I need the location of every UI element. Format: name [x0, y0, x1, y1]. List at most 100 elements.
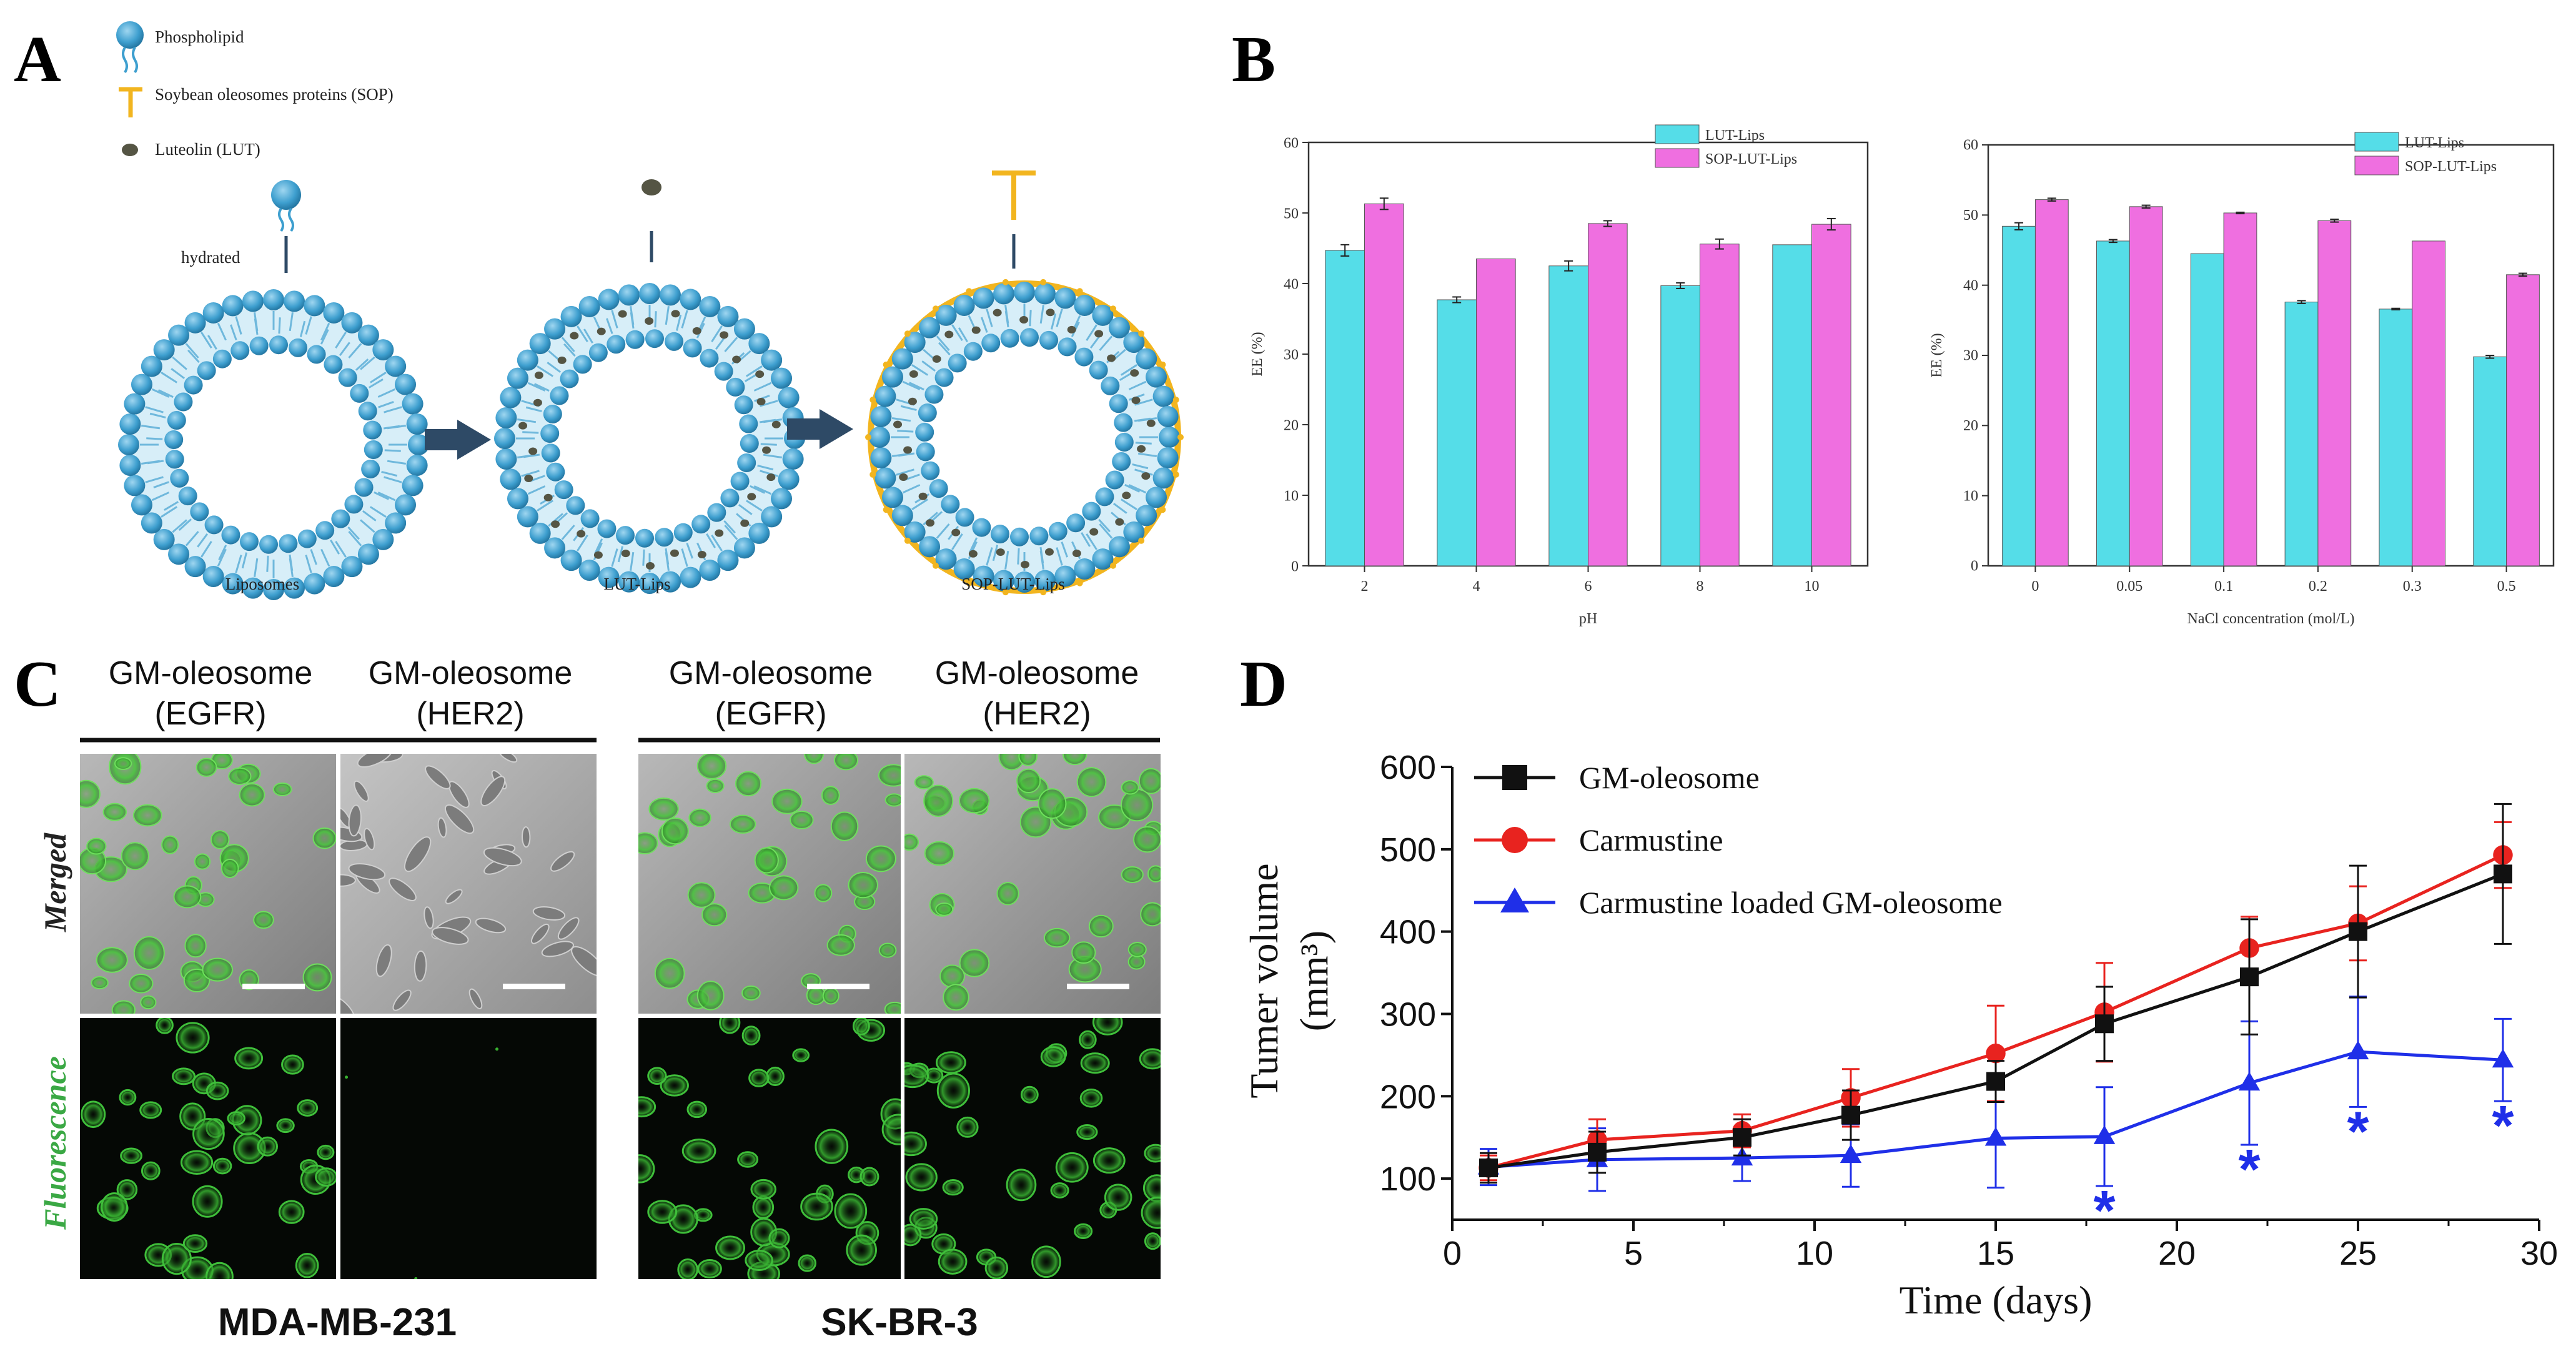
cell — [483, 847, 522, 867]
cell — [348, 804, 362, 837]
cell — [432, 927, 469, 945]
luteolin-dot — [577, 530, 586, 538]
sop-unit — [1172, 471, 1179, 478]
lipid-head — [660, 284, 681, 306]
cell — [943, 984, 969, 1011]
lipid-tail — [711, 325, 723, 343]
lipid-head — [740, 433, 759, 453]
cell — [1121, 780, 1139, 795]
lipid-head — [665, 332, 684, 351]
marker-triangle — [2093, 1125, 2116, 1144]
cell — [1139, 1048, 1161, 1070]
cell — [942, 1179, 964, 1196]
luteolin-dot — [570, 332, 579, 340]
lipid-tail — [145, 406, 164, 413]
cell — [202, 957, 234, 982]
sop-unit — [904, 537, 911, 544]
luteolin-dot — [1044, 548, 1054, 556]
lipid-head — [1152, 385, 1174, 407]
y-tick-label: 10 — [1963, 488, 1978, 504]
bar-sop-lut-lips — [2317, 220, 2352, 566]
lipid-tail — [738, 503, 753, 515]
lipid-head — [364, 440, 383, 459]
lipid-tail — [724, 525, 738, 540]
cell — [1076, 1124, 1098, 1140]
luteolin-dot — [697, 550, 706, 558]
lipid-head — [700, 348, 719, 368]
lipid-tail — [161, 372, 178, 383]
legend-item: Carmustine — [1474, 823, 1723, 857]
lipid-head — [554, 480, 573, 500]
luteolin-dot — [1122, 492, 1131, 500]
lipid-tail — [149, 412, 166, 419]
col-header-4-line2: (HER2) — [983, 696, 1091, 732]
lipid-head — [323, 566, 345, 588]
scale-bar — [807, 984, 869, 989]
lipid-head — [748, 522, 770, 544]
luteolin-dot — [932, 355, 941, 363]
lipid-head — [1108, 317, 1130, 339]
lipid-head — [315, 521, 335, 540]
lipid-head — [543, 404, 562, 423]
lipid-tail — [320, 329, 329, 345]
cell — [111, 1000, 136, 1014]
lipid-head — [204, 515, 224, 535]
lipid-head — [720, 488, 740, 508]
cell — [1133, 826, 1161, 853]
micrograph-r1-c3 — [638, 754, 901, 1014]
cell — [1020, 1085, 1039, 1104]
lipid-tail — [1112, 502, 1127, 514]
y-axis-unit: (mm³) — [1292, 931, 1336, 1031]
lipid-tail — [381, 470, 398, 477]
cell — [297, 1099, 319, 1117]
luteolin-dot — [951, 528, 961, 536]
lipid-head — [167, 410, 186, 430]
sop-icon — [119, 87, 142, 117]
cell — [687, 882, 716, 908]
lipid-head — [1039, 330, 1059, 350]
lipid-head — [197, 361, 216, 380]
cell — [86, 838, 107, 855]
lipid-tail — [339, 342, 350, 357]
lipid-head — [184, 312, 206, 334]
lipid-head — [919, 317, 941, 339]
lipid-tail — [289, 554, 294, 571]
lipid-tail — [665, 305, 670, 325]
luteolin-dot — [893, 420, 903, 428]
cell — [677, 1258, 698, 1279]
lipid-head — [1048, 521, 1068, 541]
lipid-head — [263, 579, 284, 600]
legend-label: SOP-LUT-Lips — [2405, 159, 2497, 175]
lipid-head — [881, 487, 903, 508]
cell — [924, 841, 954, 866]
luteolin-dot — [618, 310, 627, 318]
cell — [1079, 1088, 1103, 1108]
cell — [750, 1179, 776, 1200]
lipid-tail — [1039, 546, 1044, 564]
luteolin-dot — [926, 519, 935, 527]
lipid-head — [598, 289, 620, 310]
lipid-head — [778, 468, 800, 490]
cell — [638, 1154, 655, 1184]
y-tick-label: 60 — [1284, 135, 1299, 151]
lipid-head — [699, 560, 721, 581]
lipid-tail — [141, 425, 161, 430]
bar-lut-lips — [2284, 302, 2319, 566]
luteolin-dot — [534, 371, 543, 379]
cell — [278, 1200, 305, 1224]
cell — [884, 1001, 901, 1014]
luteolin-dot — [771, 420, 781, 428]
cell — [96, 947, 128, 973]
lipid-head — [168, 543, 190, 565]
lipid-tail — [217, 322, 227, 341]
x-tick-label: 20 — [2158, 1235, 2196, 1272]
cell — [1104, 1184, 1132, 1211]
cell — [881, 1114, 901, 1145]
lipid-head — [406, 413, 428, 435]
sop-unit — [883, 361, 889, 368]
sop-unit — [869, 471, 876, 478]
bar-lut-lips — [2190, 253, 2224, 566]
lipid-tail — [1029, 310, 1032, 327]
lipid-tail — [583, 329, 593, 344]
lipid-tail — [753, 382, 772, 392]
